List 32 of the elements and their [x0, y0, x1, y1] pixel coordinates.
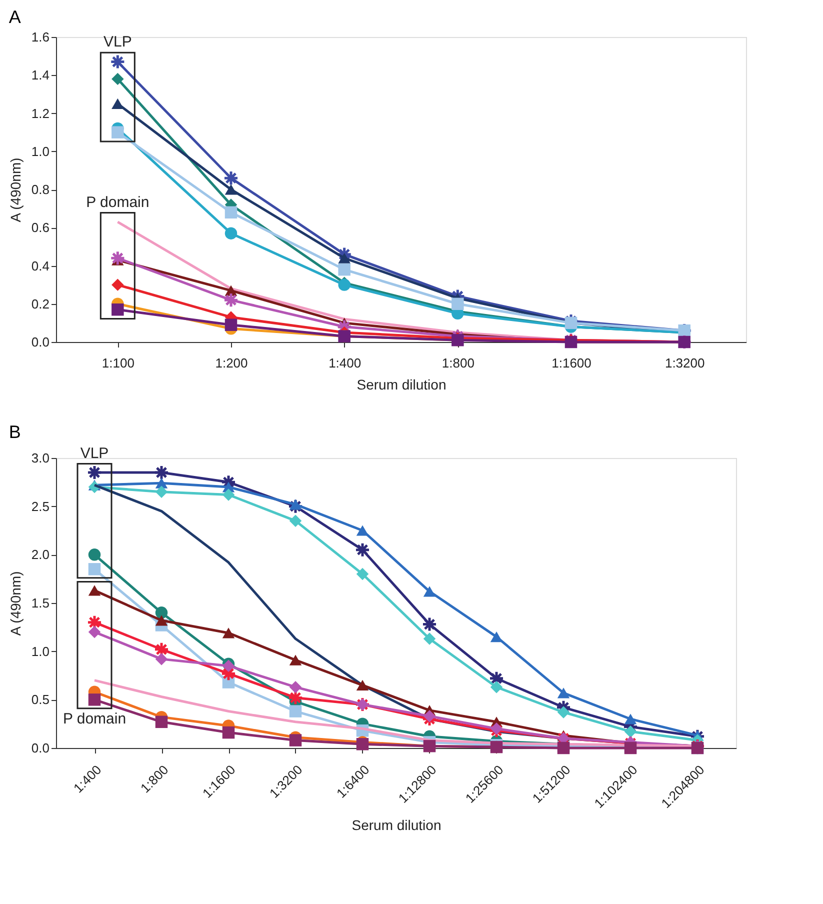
y-tick-label: 0.6: [31, 220, 50, 236]
y-tick-label: 1.5: [31, 596, 50, 610]
chart-title: B: [8, 422, 21, 442]
x-tick-label: 1:100: [102, 356, 134, 370]
annotation: P domain: [62, 710, 126, 728]
y-tick-label: 2.0: [31, 547, 50, 562]
y-tick-label: 3.0: [31, 450, 50, 466]
x-tick-label: 1:1600: [552, 356, 592, 370]
y-tick-label: 0.8: [31, 182, 50, 197]
y-tick-label: 0.2: [31, 296, 50, 312]
y-tick-label: 0.5: [31, 692, 50, 708]
x-tick-label: 1:800: [442, 356, 474, 370]
y-tick-label: 1.2: [31, 106, 50, 121]
y-tick-label: 0.0: [31, 334, 50, 350]
chart-title: A: [8, 7, 21, 27]
y-tick-label: 2.5: [31, 498, 50, 514]
y-tick-label: 0.0: [31, 740, 50, 756]
x-axis-title: Serum dilution: [352, 817, 442, 834]
y-axis-title: A (490nm): [7, 571, 24, 636]
y-tick-label: 1.0: [31, 644, 50, 659]
x-tick-label: 1:200: [215, 356, 248, 370]
y-tick-label: 0.4: [31, 258, 50, 274]
y-axis-title: A (490nm): [7, 158, 24, 222]
x-axis-title: Serum dilution: [356, 376, 446, 392]
y-tick-label: 1.0: [31, 144, 50, 159]
y-tick-label: 1.6: [31, 30, 50, 44]
annotation: P domain: [86, 194, 150, 211]
x-tick-label: 1:400: [328, 356, 362, 370]
annotation: VLP: [103, 34, 132, 51]
annotation: VLP: [80, 444, 109, 462]
y-tick-label: 1.4: [31, 68, 50, 83]
x-tick-label: 1:3200: [664, 356, 705, 370]
